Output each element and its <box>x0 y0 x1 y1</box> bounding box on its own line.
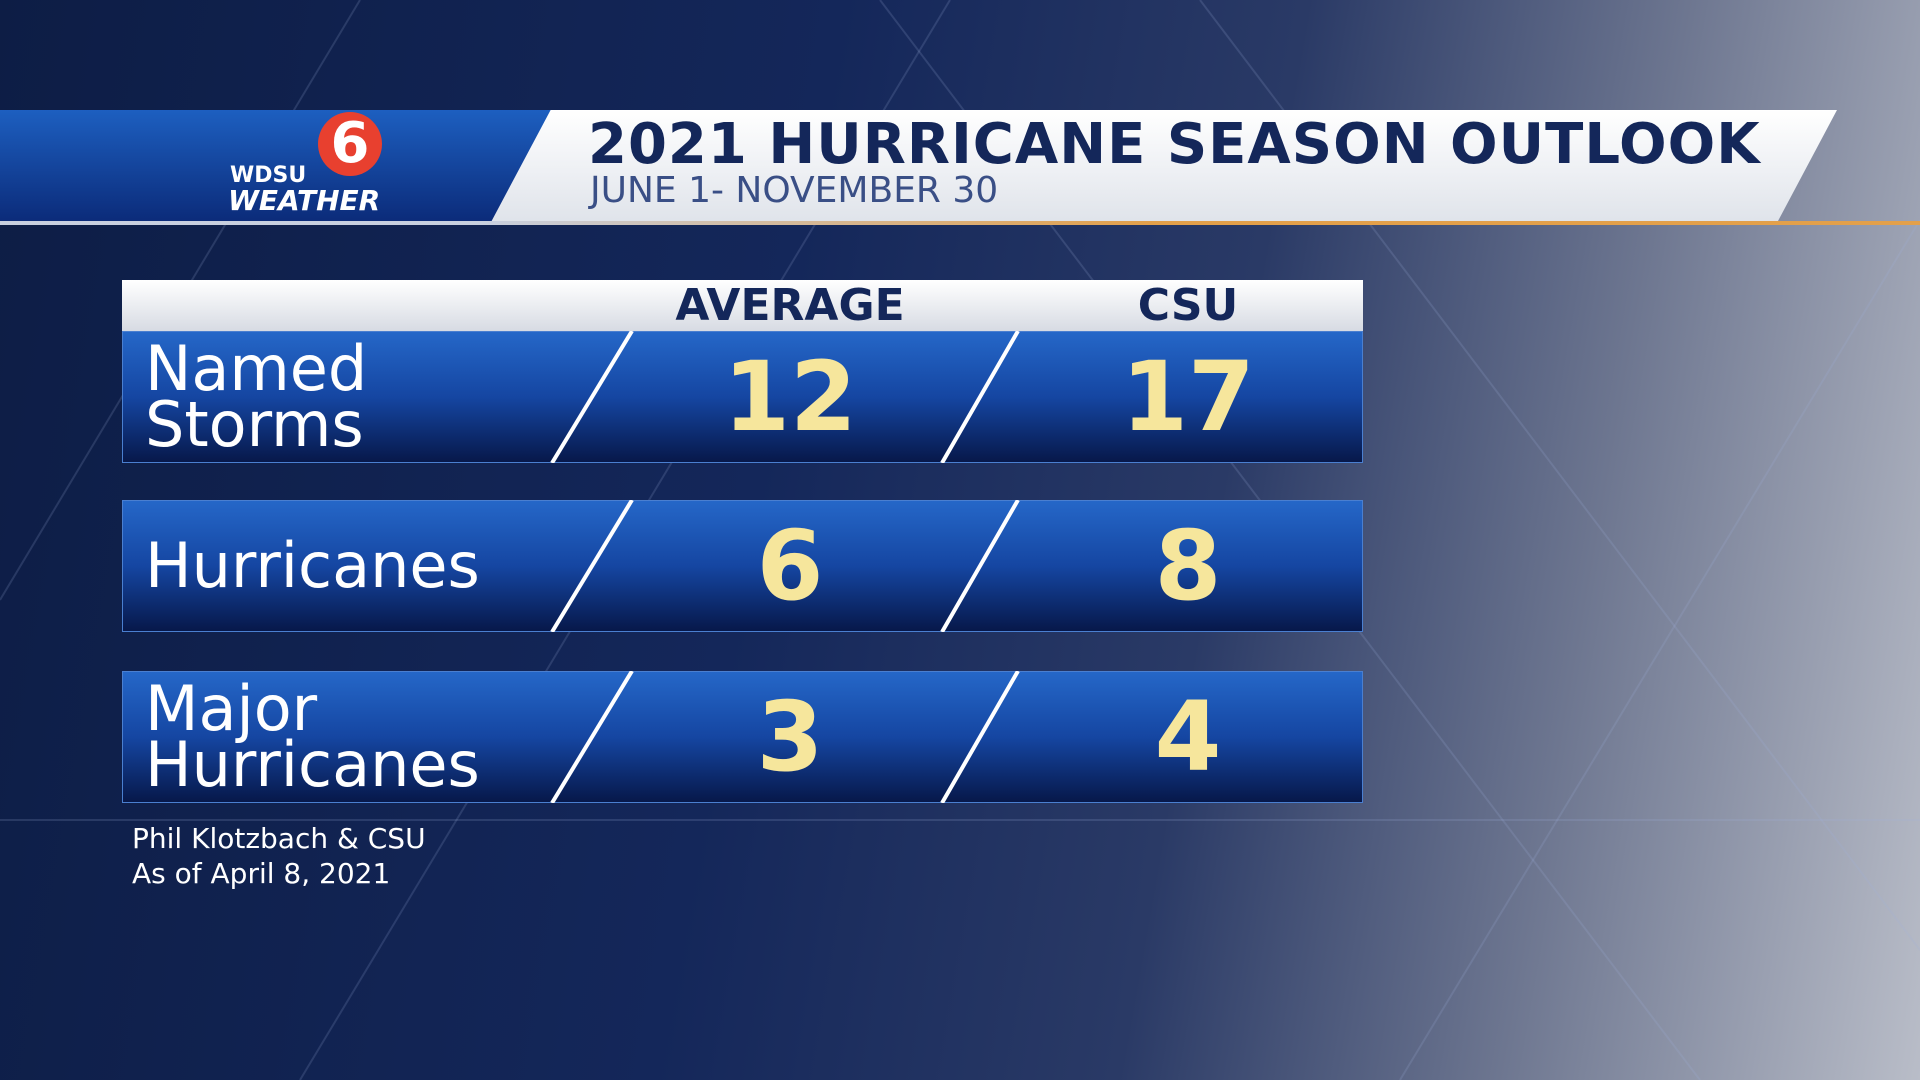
logo-station: WDSU <box>230 163 307 188</box>
row-dividers <box>550 500 1020 632</box>
row-label-line: Storms <box>145 388 364 461</box>
title: 2021 HURRICANE SEASON OUTLOOK <box>588 112 1761 177</box>
column-header: AVERAGE <box>675 280 905 331</box>
value: 3 <box>756 681 824 793</box>
subtitle: JUNE 1- NOVEMBER 30 <box>590 170 999 211</box>
row-dividers <box>550 331 1020 463</box>
row-dividers <box>550 671 1020 803</box>
row-label: Named Storms <box>145 332 368 461</box>
source-note: As of April 8, 2021 <box>132 857 391 890</box>
value: 8 <box>1154 510 1222 622</box>
value: 6 <box>756 510 824 622</box>
row-label: Major Hurricanes <box>145 672 480 801</box>
logo-mark: 6 <box>318 112 382 176</box>
row-label: Hurricanes <box>145 529 480 602</box>
row-label-line: Hurricanes <box>145 728 480 801</box>
divider <box>550 500 634 632</box>
divider <box>940 500 1020 632</box>
row-band <box>122 671 1363 803</box>
value: 17 <box>1121 341 1255 453</box>
value: 12 <box>723 341 857 453</box>
divider <box>550 331 634 463</box>
row-label-line: Hurricanes <box>145 529 480 602</box>
row-band <box>122 500 1363 632</box>
divider <box>940 671 1020 803</box>
header-rule <box>0 221 1920 225</box>
logo-label: WEATHER <box>228 184 381 217</box>
row-label-line: Major <box>145 672 318 745</box>
value: 4 <box>1154 681 1222 793</box>
source-note: Phil Klotzbach & CSU <box>132 822 426 855</box>
divider <box>940 331 1020 463</box>
column-header-bar <box>122 280 1363 331</box>
divider <box>550 671 634 803</box>
header-band <box>490 110 1837 224</box>
row-label-line: Named <box>145 332 368 405</box>
row-band <box>122 331 1363 463</box>
column-header: CSU <box>1137 280 1239 331</box>
header-logo-band <box>0 110 560 224</box>
